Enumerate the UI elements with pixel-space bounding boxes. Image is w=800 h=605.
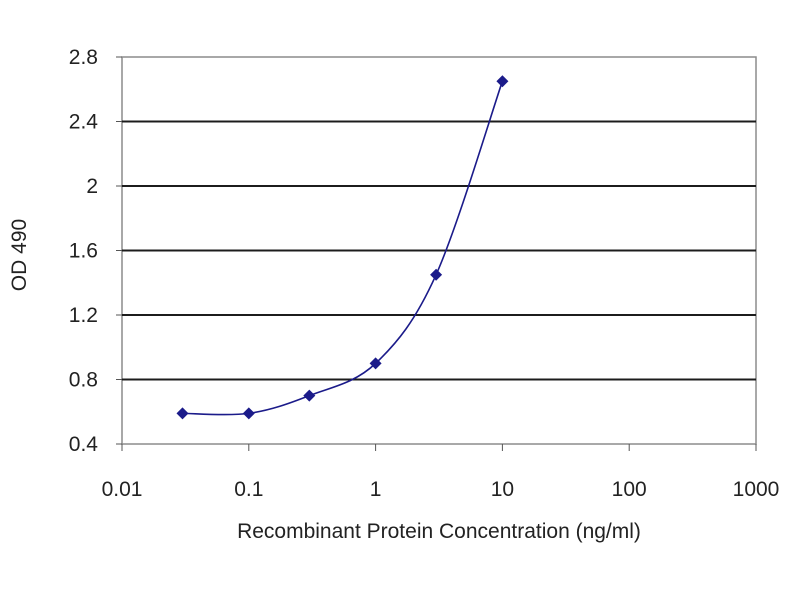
x-axis-title: Recombinant Protein Concentration (ng/ml… [237,520,641,543]
y-tick-label: 2.4 [69,111,99,134]
y-tick-label: 0.8 [69,369,98,392]
data-point [369,357,382,370]
x-tick-label: 1000 [733,478,780,501]
x-tick-label: 0.01 [102,478,143,501]
y-axis-ticks: 0.4 0.8 1.2 1.6 2 2.4 2.8 [69,46,122,456]
y-tick-label: 2.8 [69,46,98,69]
x-tick-label: 1 [370,478,382,501]
y-tick-label: 0.4 [69,433,99,456]
x-tick-label: 100 [612,478,647,501]
y-tick-label: 1.6 [69,240,98,263]
y-tick-label: 1.2 [69,304,98,327]
data-point [430,268,443,281]
grid-lines [122,120,756,381]
data-point [242,407,255,420]
x-tick-label: 10 [491,478,514,501]
data-point [496,75,509,88]
y-axis-title: OD 490 [8,219,31,291]
x-axis-ticks: 0.01 0.1 1 10 100 1000 [102,444,780,501]
data-point [303,389,316,402]
data-point [176,407,189,420]
x-tick-label: 0.1 [234,478,263,501]
y-tick-label: 2 [86,175,98,198]
series-layer [176,75,509,420]
